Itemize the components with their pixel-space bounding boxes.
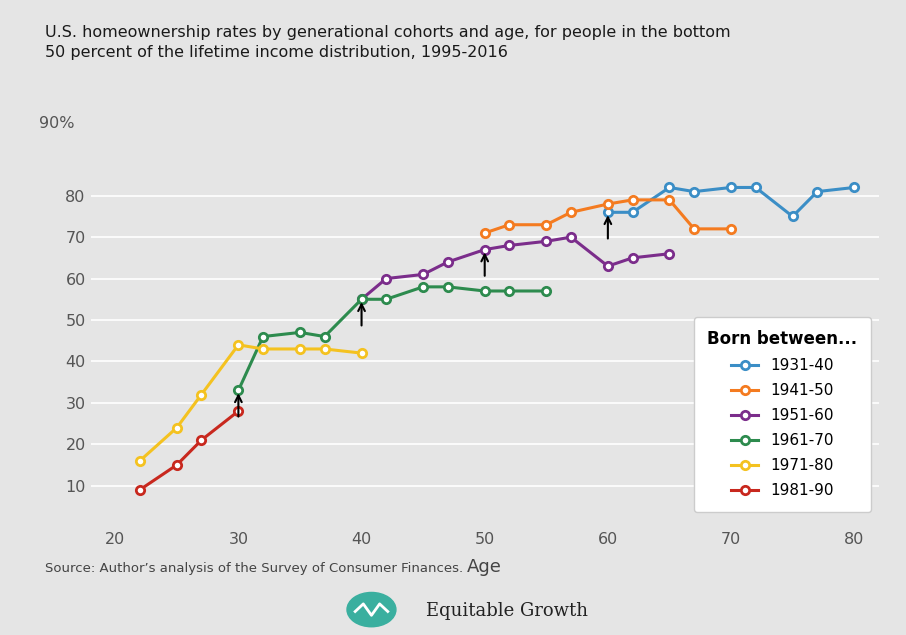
- 1971-80: [319, 345, 330, 353]
- 1951-60: [418, 271, 429, 278]
- 1971-80: [171, 424, 182, 431]
- 1931-40: [689, 188, 699, 196]
- Text: Source: Author’s analysis of the Survey of Consumer Finances.: Source: Author’s analysis of the Survey …: [45, 562, 464, 575]
- Line: 1941-50: 1941-50: [480, 196, 735, 237]
- 1941-50: [602, 200, 613, 208]
- Line: 1951-60: 1951-60: [357, 233, 674, 304]
- 1971-80: [294, 345, 305, 353]
- Line: 1981-90: 1981-90: [136, 407, 243, 494]
- 1961-70: [319, 333, 330, 340]
- 1961-70: [356, 295, 367, 303]
- 1951-60: [541, 237, 552, 245]
- Circle shape: [347, 592, 396, 627]
- 1941-50: [726, 225, 737, 232]
- 1931-40: [664, 184, 675, 191]
- 1951-60: [664, 250, 675, 258]
- 1971-80: [134, 457, 145, 465]
- 1941-50: [664, 196, 675, 204]
- 1951-60: [479, 246, 490, 253]
- 1931-40: [726, 184, 737, 191]
- Text: Equitable Growth: Equitable Growth: [426, 602, 588, 620]
- 1971-80: [196, 391, 207, 398]
- 1961-70: [479, 287, 490, 295]
- 1931-40: [849, 184, 860, 191]
- 1931-40: [812, 188, 823, 196]
- 1981-90: [134, 486, 145, 493]
- 1941-50: [689, 225, 699, 232]
- Text: U.S. homeownership rates by generational cohorts and age, for people in the bott: U.S. homeownership rates by generational…: [45, 25, 731, 60]
- 1941-50: [504, 221, 515, 229]
- 1951-60: [442, 258, 453, 266]
- 1961-70: [418, 283, 429, 291]
- 1981-90: [171, 461, 182, 469]
- 1941-50: [541, 221, 552, 229]
- Text: 90%: 90%: [39, 116, 75, 131]
- 1941-50: [627, 196, 638, 204]
- 1971-80: [257, 345, 268, 353]
- 1951-60: [602, 262, 613, 270]
- Line: 1961-70: 1961-70: [235, 283, 551, 394]
- 1941-50: [479, 229, 490, 237]
- 1981-90: [196, 436, 207, 444]
- 1961-70: [442, 283, 453, 291]
- 1931-40: [787, 213, 798, 220]
- 1951-60: [356, 295, 367, 303]
- 1951-60: [381, 275, 391, 283]
- 1931-40: [627, 208, 638, 216]
- 1961-70: [233, 387, 244, 394]
- 1971-80: [233, 341, 244, 349]
- 1931-40: [602, 208, 613, 216]
- Line: 1971-80: 1971-80: [136, 340, 366, 465]
- 1961-70: [257, 333, 268, 340]
- Legend: 1931-40, 1941-50, 1951-60, 1961-70, 1971-80, 1981-90: 1931-40, 1941-50, 1951-60, 1961-70, 1971…: [694, 317, 872, 512]
- X-axis label: Age: Age: [467, 558, 502, 576]
- 1961-70: [541, 287, 552, 295]
- 1931-40: [750, 184, 761, 191]
- Line: 1931-40: 1931-40: [603, 184, 858, 220]
- 1981-90: [233, 407, 244, 415]
- 1961-70: [504, 287, 515, 295]
- 1951-60: [627, 254, 638, 262]
- 1951-60: [504, 242, 515, 250]
- 1961-70: [294, 328, 305, 336]
- 1941-50: [565, 208, 576, 216]
- 1961-70: [381, 295, 391, 303]
- 1971-80: [356, 349, 367, 357]
- 1951-60: [565, 233, 576, 241]
